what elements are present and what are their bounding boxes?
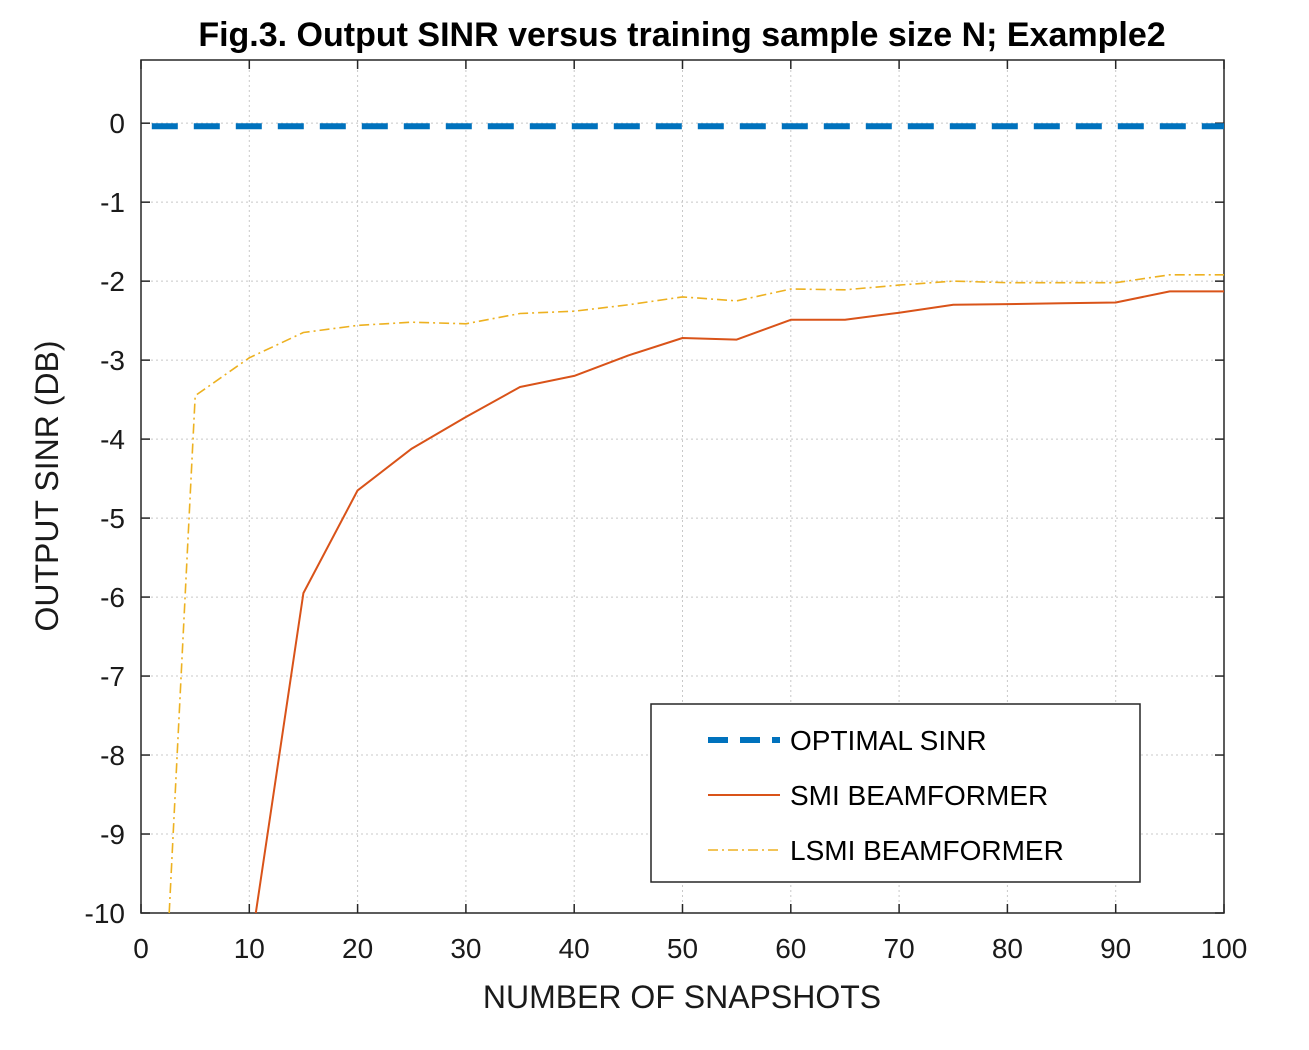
series-line-lsmi-beamformer (168, 273, 1224, 914)
y-tick-label: -1 (100, 187, 125, 218)
y-tick-label: -3 (100, 345, 125, 376)
y-tick-label: -8 (100, 740, 125, 771)
x-tick-label: 20 (342, 933, 373, 964)
x-tick-label: 80 (992, 933, 1023, 964)
y-tick-label: 0 (109, 108, 125, 139)
y-tick-label: -9 (100, 819, 125, 850)
x-tick-label: 40 (559, 933, 590, 964)
x-tick-label: 50 (667, 933, 698, 964)
series-group (151, 123, 1224, 914)
x-tick-label: 90 (1100, 933, 1131, 964)
y-tick-label: -10 (85, 898, 125, 929)
chart-title: Fig.3. Output SINR versus training sampl… (198, 16, 1165, 54)
x-tick-label: 60 (775, 933, 806, 964)
x-tick-label: 70 (884, 933, 915, 964)
x-tick-label: 0 (133, 933, 149, 964)
y-tick-label: -2 (100, 266, 125, 297)
legend-box (650, 703, 1141, 883)
x-tick-label: 100 (1201, 933, 1248, 964)
legend: OPTIMAL SINR SMI BEAMFORMER LSMI BEAMFORME… (650, 703, 1141, 883)
axis-ticks: 0 10 20 30 40 50 60 70 80 90 100 0 -1 -2 -3 -4 -5 -6 -7 -8 -… (85, 60, 1248, 964)
y-tick-label: -7 (100, 661, 125, 692)
legend-label: OPTIMAL SINR (790, 725, 987, 756)
y-tick-label: -4 (100, 424, 125, 455)
legend-label: LSMI BEAMFORMER (790, 835, 1064, 866)
y-tick-label: -6 (100, 582, 125, 613)
legend-label: SMI BEAMFORMER (790, 780, 1048, 811)
x-tick-label: 10 (234, 933, 265, 964)
x-axis-label: NUMBER OF SNAPSHOTS (483, 979, 881, 1015)
y-tick-label: -5 (100, 503, 125, 534)
x-tick-label: 30 (450, 933, 481, 964)
y-axis-label: OUTPUT SINR (DB) (29, 341, 65, 632)
series-line-smi-beamformer (254, 290, 1224, 914)
